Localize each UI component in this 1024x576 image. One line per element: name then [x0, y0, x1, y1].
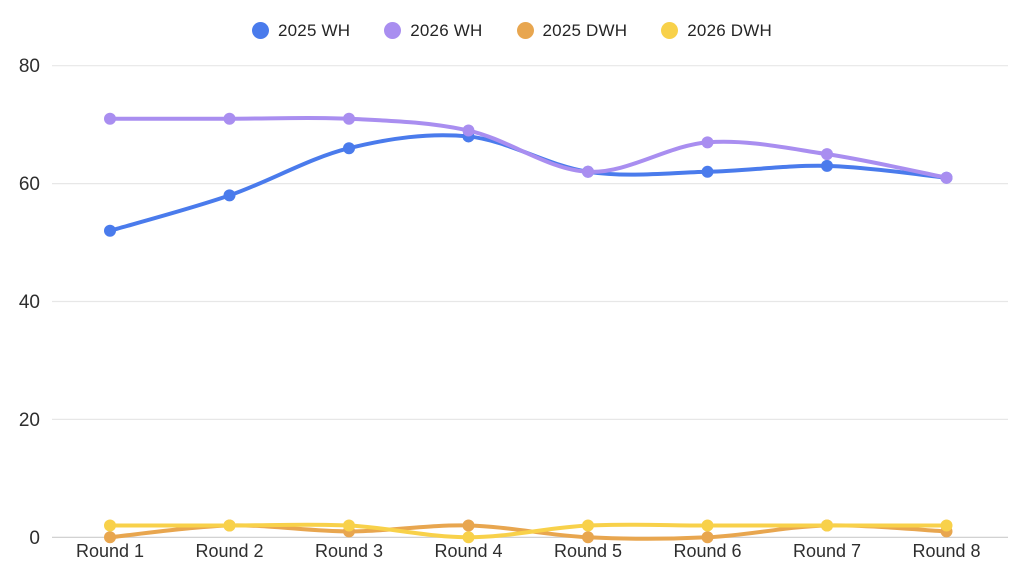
legend-label: 2025 DWH	[542, 21, 628, 40]
data-point-2026-dwh	[940, 519, 953, 532]
legend-dot-icon	[251, 22, 269, 39]
series-line-2026-wh	[108, 115, 949, 180]
data-point-2026-wh	[582, 165, 594, 178]
chart-legend: 2025 WH 2026 WH 2025 DWH 2026 DWH	[0, 22, 1024, 39]
y-tick-label: 40	[19, 292, 40, 313]
data-point-2025-dwh	[462, 519, 475, 532]
x-axis-label: Round 7	[793, 541, 861, 561]
data-point-2026-wh	[701, 136, 714, 149]
legend-item-2025-dwh[interactable]: 2025 DWH	[516, 21, 628, 40]
x-axis-label: Round 6	[673, 541, 741, 561]
x-axis-label: Round 1	[76, 541, 144, 561]
data-point-2026-dwh	[582, 519, 594, 532]
y-tick-label: 60	[19, 174, 40, 195]
data-point-2025-wh	[223, 189, 236, 202]
data-point-2026-wh	[223, 112, 236, 125]
data-point-2026-dwh	[223, 519, 236, 532]
data-point-2026-dwh	[104, 519, 116, 532]
series-line-2025-wh	[108, 133, 949, 233]
legend-label: 2026 WH	[410, 21, 483, 40]
legend-label: 2025 WH	[277, 21, 351, 40]
y-tick-label: 0	[29, 528, 40, 549]
x-axis-label: Round 5	[554, 541, 622, 561]
data-point-2026-wh	[821, 148, 833, 161]
y-tick-label: 20	[19, 410, 40, 431]
data-point-2025-wh	[104, 224, 116, 237]
legend-label: 2026 DWH	[687, 21, 773, 40]
y-tick-label: 80	[19, 56, 40, 77]
data-point-2026-dwh	[701, 519, 714, 532]
data-point-2026-dwh	[343, 519, 355, 532]
data-point-2025-wh	[821, 159, 833, 172]
x-axis-label: Round 4	[434, 541, 502, 561]
legend-dot-icon	[516, 22, 534, 39]
data-point-2026-wh	[343, 112, 355, 125]
data-point-2026-wh	[462, 124, 475, 137]
data-point-2025-wh	[701, 165, 714, 178]
data-point-2025-dwh	[104, 531, 116, 544]
legend-item-2026-dwh[interactable]: 2026 DWH	[661, 22, 772, 39]
data-point-2025-wh	[343, 142, 355, 155]
data-point-2026-wh	[104, 112, 116, 125]
data-point-2026-wh	[940, 171, 953, 184]
legend-item-2026-wh[interactable]: 2026 WH	[384, 22, 482, 39]
series-line-2026-dwh	[108, 522, 949, 540]
data-point-2025-dwh	[582, 531, 594, 544]
data-point-2025-dwh	[701, 531, 714, 544]
legend-dot-icon	[661, 22, 679, 39]
x-axis-label: Round 8	[912, 541, 980, 561]
x-axis-label: Round 3	[315, 541, 383, 561]
data-point-2026-dwh	[821, 519, 833, 532]
data-point-2026-dwh	[462, 531, 475, 544]
legend-item-2025-wh[interactable]: 2025 WH	[251, 21, 351, 40]
legend-dot-icon	[384, 22, 402, 39]
x-axis-label: Round 2	[195, 541, 263, 561]
